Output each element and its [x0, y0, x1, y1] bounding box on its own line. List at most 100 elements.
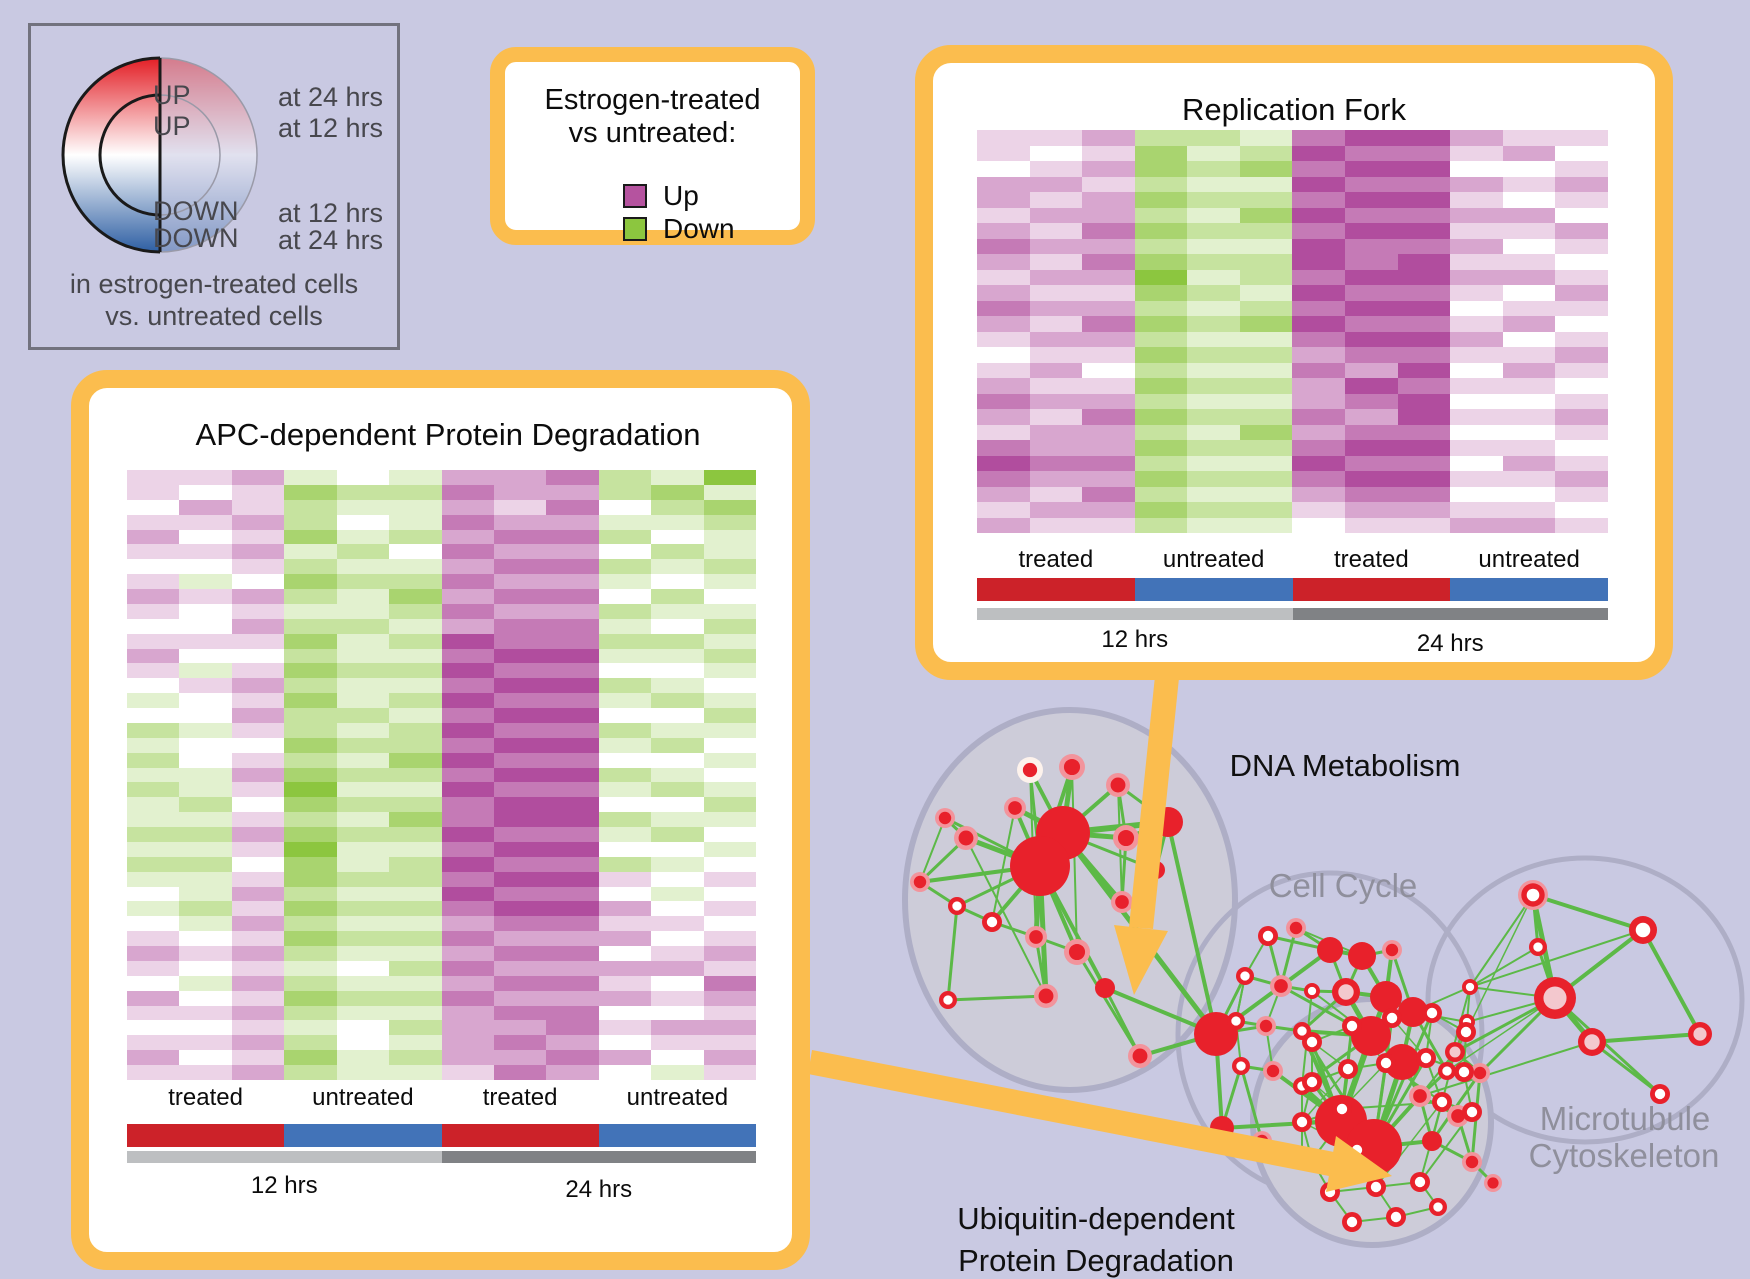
- heatmap-cell: [1082, 393, 1135, 409]
- heatmap-cell: [977, 300, 1030, 316]
- heatmap-cell: [284, 648, 337, 664]
- heatmap-cell: [336, 1005, 390, 1021]
- heatmap-cell: [493, 678, 547, 694]
- heatmap-cell: [1292, 347, 1346, 363]
- heatmap-cell: [1292, 254, 1346, 270]
- heatmap-cell: [441, 752, 494, 768]
- heatmap-cell: [598, 708, 652, 723]
- network-node-h: [1462, 1152, 1482, 1172]
- heatmap-cell: [284, 708, 337, 723]
- network-node-s: [1095, 978, 1115, 998]
- heatmap-cell: [493, 1050, 547, 1066]
- network-node-rw: [1366, 1177, 1386, 1197]
- heatmap-cell: [179, 648, 232, 664]
- heatmap-cell: [546, 797, 599, 813]
- network-edge: [1166, 820, 1218, 1036]
- heatmap-cell: [389, 797, 442, 813]
- heatmap-cell: [1134, 145, 1188, 161]
- heatmap-cell: [546, 737, 599, 753]
- heatmap-cell: [651, 484, 704, 500]
- heatmap-cell: [977, 471, 1030, 487]
- heatmap-cell: [127, 797, 180, 813]
- heatmap-cell: [493, 603, 547, 619]
- heatmap-cell: [284, 975, 337, 991]
- heatmap-cell: [389, 648, 442, 664]
- heatmap-cell: [389, 990, 442, 1006]
- heatmap-cell: [651, 633, 704, 649]
- heatmap-cell: [231, 797, 285, 813]
- heatmap-cell: [1345, 455, 1398, 471]
- apc_degradation-title: APC-dependent Protein Degradation: [195, 417, 701, 452]
- heatmap-cell: [651, 1035, 704, 1051]
- heatmap-cell: [336, 946, 390, 961]
- heatmap-cell: [1134, 409, 1188, 425]
- heatmap-cell: [651, 529, 704, 545]
- heatmap-cell: [336, 767, 390, 783]
- heatmap-cell: [1345, 161, 1398, 177]
- heatmap-cell: [127, 886, 180, 902]
- heatmap-cell: [284, 514, 337, 530]
- heatmap-cell: [1239, 145, 1293, 161]
- heatmap-cell: [1450, 238, 1503, 254]
- heatmap-cell: [179, 678, 232, 694]
- heatmap-cell: [1555, 517, 1608, 533]
- heatmap-cell: [284, 827, 337, 842]
- heatmap-cell: [1187, 316, 1240, 332]
- heatmap-cell: [389, 559, 442, 575]
- heatmap-cell: [1029, 300, 1083, 316]
- heatmap-cell: [441, 1065, 494, 1080]
- heatmap-cell: [493, 633, 547, 649]
- heatmap-cell: [546, 1050, 599, 1066]
- heatmap-cell: [127, 946, 180, 961]
- heatmap-cell: [493, 693, 547, 709]
- heatmap-cell: [546, 871, 599, 887]
- decoder-time-label: at 24 hrs: [278, 225, 384, 255]
- heatmap-cell: [179, 841, 232, 857]
- heatmap-cell: [598, 648, 652, 664]
- heatmap-cell: [179, 589, 232, 604]
- treated-condition-bar: [977, 578, 1135, 601]
- condition-legend-item: Up: [623, 180, 699, 212]
- heatmap-cell: [598, 559, 652, 575]
- heatmap-cell: [336, 752, 390, 768]
- heatmap-cell: [231, 1065, 285, 1080]
- network-node-rw: [1410, 1172, 1430, 1192]
- heatmap-cell: [1082, 176, 1135, 192]
- heatmap-cell: [441, 722, 494, 738]
- heatmap-cell: [179, 484, 232, 500]
- heatmap-cell: [441, 797, 494, 813]
- heatmap-cell: [179, 603, 232, 619]
- heatmap-cell: [1029, 192, 1083, 208]
- heatmap-cell: [231, 499, 285, 515]
- heatmap-cell: [546, 633, 599, 649]
- heatmap-cell: [336, 514, 390, 530]
- heatmap-cell: [1450, 378, 1503, 394]
- heatmap-cell: [703, 544, 756, 560]
- heatmap-cell: [703, 901, 756, 917]
- heatmap-cell: [1082, 316, 1135, 332]
- heatmap-cell: [1134, 517, 1188, 533]
- heatmap-cell: [231, 841, 285, 857]
- heatmap-cell: [1502, 502, 1556, 518]
- apc_degradation-group-label-2: treated: [482, 1084, 558, 1111]
- heatmap-cell: [1502, 424, 1556, 440]
- heatmap-cell: [1239, 502, 1293, 518]
- heatmap-cell: [179, 960, 232, 976]
- untreated-condition-bar: [1450, 578, 1608, 601]
- heatmap-cell: [336, 1035, 390, 1051]
- treated-condition-bar: [1292, 578, 1451, 601]
- heatmap-cell: [546, 678, 599, 694]
- network-node-rw: [1227, 1012, 1245, 1030]
- heatmap-cell: [1502, 145, 1556, 161]
- heatmap-cell: [546, 767, 599, 783]
- heatmap-cell: [1345, 176, 1398, 192]
- heatmap-cell: [977, 424, 1030, 440]
- heatmap-cell: [179, 946, 232, 961]
- heatmap-cell: [651, 499, 704, 515]
- heatmap-cell: [977, 362, 1030, 378]
- heatmap-cell: [441, 1050, 494, 1066]
- heatmap-cell: [651, 559, 704, 575]
- heatmap-cell: [179, 470, 232, 485]
- heatmap-cell: [1187, 207, 1240, 223]
